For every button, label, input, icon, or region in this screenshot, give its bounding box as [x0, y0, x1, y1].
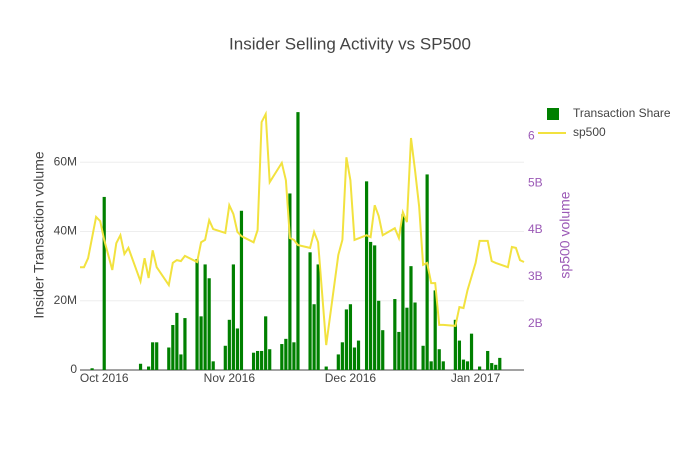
chart-title: Insider Selling Activity vs SP500 [229, 34, 471, 53]
bar [183, 318, 187, 370]
bar [453, 319, 457, 370]
bar [457, 340, 462, 370]
x-tick-label: Oct 2016 [80, 371, 129, 385]
bar [90, 368, 94, 370]
bar [251, 352, 256, 370]
bar [280, 344, 284, 370]
bar [377, 300, 381, 370]
bar [429, 361, 433, 370]
bar [421, 345, 425, 370]
bar [203, 264, 207, 370]
bar [284, 338, 288, 370]
bar [393, 299, 397, 370]
y2-tick-label: 4B [528, 222, 543, 236]
bar [397, 331, 401, 370]
y-tick-label: 60M [54, 154, 77, 168]
bar [207, 278, 211, 370]
bar [409, 266, 413, 370]
bar [478, 366, 482, 370]
bar [195, 259, 199, 370]
bar [268, 349, 272, 370]
bar [369, 241, 373, 370]
bar [344, 309, 348, 370]
bar [498, 357, 502, 370]
bar [425, 174, 429, 370]
legend-label: sp500 [573, 125, 606, 139]
bar [308, 252, 312, 370]
bar [469, 333, 474, 370]
bar [260, 350, 264, 370]
bar [405, 307, 409, 370]
bar [227, 319, 231, 370]
y2-tick-label: 3B [528, 269, 543, 283]
bar [364, 181, 369, 370]
bar [296, 112, 300, 370]
bar [494, 364, 498, 370]
legend-swatch [547, 108, 559, 120]
y-axis-title: Insider Transaction volume [31, 151, 47, 319]
bar [324, 366, 328, 370]
bar [490, 363, 494, 370]
bar [102, 196, 106, 370]
bar [486, 350, 490, 370]
bar [340, 342, 344, 370]
bar [356, 340, 361, 370]
y-tick-label: 20M [54, 293, 77, 307]
bar [461, 359, 466, 370]
bar [147, 366, 151, 370]
y-tick-label: 0 [70, 362, 77, 376]
bar [441, 361, 445, 370]
bar [138, 363, 143, 370]
bar [175, 312, 179, 370]
y-tick-label: 40M [54, 224, 77, 238]
bar [179, 354, 183, 370]
bar [239, 210, 244, 370]
bar [465, 361, 470, 370]
x-tick-label: Dec 2016 [325, 371, 377, 385]
bar [223, 345, 227, 370]
bar [437, 349, 441, 370]
line [80, 110, 525, 346]
bar [167, 347, 171, 370]
bar [348, 304, 353, 370]
bar [413, 302, 417, 370]
bar [312, 304, 316, 370]
bar [264, 316, 268, 370]
bar [235, 328, 240, 370]
y2-tick-label: 2B [528, 316, 543, 330]
bar [433, 290, 437, 370]
legend-label: Transaction Share [573, 106, 671, 120]
bar [199, 316, 203, 370]
x-tick-label: Jan 2017 [451, 371, 501, 385]
bar [316, 264, 320, 370]
bar [336, 354, 340, 370]
bar [292, 342, 296, 370]
bar [381, 330, 385, 370]
bar [171, 325, 175, 370]
y2-axis-title: sp500 volume [557, 191, 573, 278]
y2-tick-label: 6 [528, 128, 535, 142]
bar [373, 245, 377, 370]
bar [352, 347, 357, 370]
bar [256, 350, 260, 370]
bar [155, 342, 159, 370]
bar [401, 214, 405, 370]
x-tick-label: Nov 2016 [204, 371, 256, 385]
y2-tick-label: 5B [528, 175, 543, 189]
bar [151, 342, 155, 370]
bar [211, 361, 215, 370]
bar [288, 193, 292, 370]
bar [231, 264, 235, 370]
